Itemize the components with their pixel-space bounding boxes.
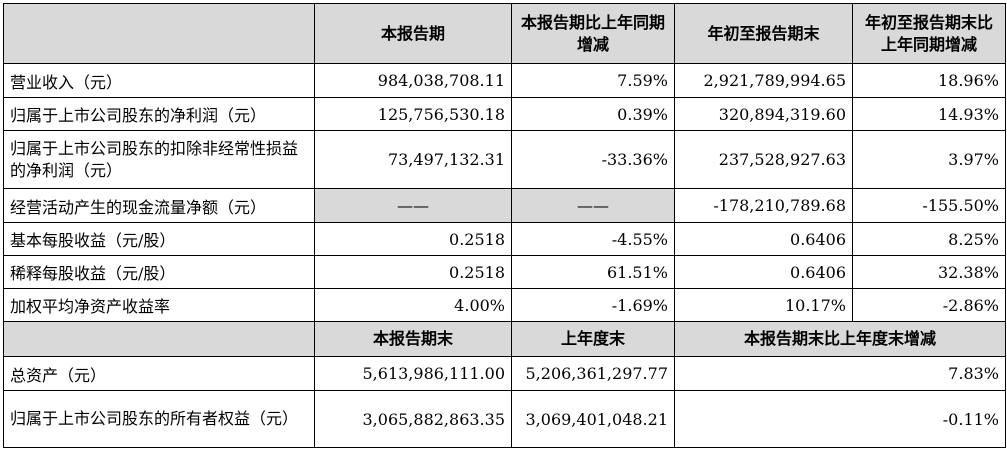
cell-value: 8.25% [852, 222, 1006, 256]
cell-value: 61.51% [511, 255, 675, 289]
cell-value: 0.6406 [674, 255, 853, 289]
row-label: 总资产（元） [3, 356, 315, 391]
cell-value: -0.11% [674, 390, 1006, 448]
cell-value: 125,756,530.18 [314, 97, 512, 131]
table-row: 经营活动产生的现金流量净额（元） —— —— -178,210,789.68 -… [3, 188, 1006, 223]
table-row: 营业收入（元） 984,038,708.11 7.59% 2,921,789,9… [3, 63, 1006, 98]
cell-value: 7.59% [511, 63, 675, 98]
cell-value: 3,069,401,048.21 [511, 390, 675, 448]
header-current-period: 本报告期 [314, 3, 512, 64]
row-label: 归属于上市公司股东的所有者权益（元） [3, 390, 315, 448]
cell-value: 0.39% [511, 97, 675, 131]
table-row: 加权平均净资产收益率 4.00% -1.69% 10.17% -2.86% [3, 288, 1006, 322]
cell-value: 5,206,361,297.77 [511, 356, 675, 391]
cell-value: 7.83% [674, 356, 1006, 391]
cell-value: -155.50% [852, 188, 1006, 223]
row-label: 归属于上市公司股东的净利润（元） [3, 97, 315, 131]
header-period-end-change: 本报告期末比上年度末增减 [674, 321, 1006, 357]
table-row: 稀释每股收益（元/股） 0.2518 61.51% 0.6406 32.38% [3, 255, 1006, 289]
table-row: 基本每股收益（元/股） 0.2518 -4.55% 0.6406 8.25% [3, 222, 1006, 256]
cell-empty-dash: —— [314, 188, 512, 223]
row-label: 稀释每股收益（元/股） [3, 255, 315, 289]
cell-value: 14.93% [852, 97, 1006, 131]
header-row-top: 本报告期 本报告期比上年同期增减 年初至报告期末 年初至报告期末比上年同期增减 [3, 3, 1006, 64]
cell-value: 0.6406 [674, 222, 853, 256]
cell-value: 18.96% [852, 63, 1006, 98]
header-ytd: 年初至报告期末 [674, 3, 853, 64]
table-row: 归属于上市公司股东的净利润（元） 125,756,530.18 0.39% 32… [3, 97, 1006, 131]
cell-value: 0.2518 [314, 222, 512, 256]
row-label: 营业收入（元） [3, 63, 315, 98]
cell-value: 984,038,708.11 [314, 63, 512, 98]
header-current-period-yoy: 本报告期比上年同期增减 [511, 3, 675, 64]
cell-value: 3,065,882,863.35 [314, 390, 512, 448]
table-row: 总资产（元） 5,613,986,111.00 5,206,361,297.77… [3, 356, 1006, 391]
cell-value: -178,210,789.68 [674, 188, 853, 223]
header-corner [3, 321, 315, 357]
header-row-bottom: 本报告期末 上年度末 本报告期末比上年度末增减 [3, 321, 1006, 357]
cell-value: 3.97% [852, 130, 1006, 189]
cell-value: -33.36% [511, 130, 675, 189]
cell-value: -2.86% [852, 288, 1006, 322]
cell-value: 73,497,132.31 [314, 130, 512, 189]
header-period-end: 本报告期末 [314, 321, 512, 357]
cell-value: 32.38% [852, 255, 1006, 289]
cell-value: 320,894,319.60 [674, 97, 853, 131]
row-label: 归属于上市公司股东的扣除非经常性损益的净利润（元） [3, 130, 315, 189]
cell-value: -4.55% [511, 222, 675, 256]
cell-value: 237,528,927.63 [674, 130, 853, 189]
cell-value: 10.17% [674, 288, 853, 322]
cell-empty-dash: —— [511, 188, 675, 223]
row-label: 加权平均净资产收益率 [3, 288, 315, 322]
financial-summary-table: 本报告期 本报告期比上年同期增减 年初至报告期末 年初至报告期末比上年同期增减 … [3, 3, 1006, 448]
table-row: 归属于上市公司股东的扣除非经常性损益的净利润（元） 73,497,132.31 … [3, 130, 1006, 189]
header-ytd-yoy: 年初至报告期末比上年同期增减 [852, 3, 1006, 64]
cell-value: 4.00% [314, 288, 512, 322]
header-prior-year-end: 上年度末 [511, 321, 675, 357]
cell-value: 0.2518 [314, 255, 512, 289]
row-label: 基本每股收益（元/股） [3, 222, 315, 256]
cell-value: -1.69% [511, 288, 675, 322]
header-corner [3, 3, 315, 64]
table-row: 归属于上市公司股东的所有者权益（元） 3,065,882,863.35 3,06… [3, 390, 1006, 448]
row-label: 经营活动产生的现金流量净额（元） [3, 188, 315, 223]
cell-value: 2,921,789,994.65 [674, 63, 853, 98]
cell-value: 5,613,986,111.00 [314, 356, 512, 391]
